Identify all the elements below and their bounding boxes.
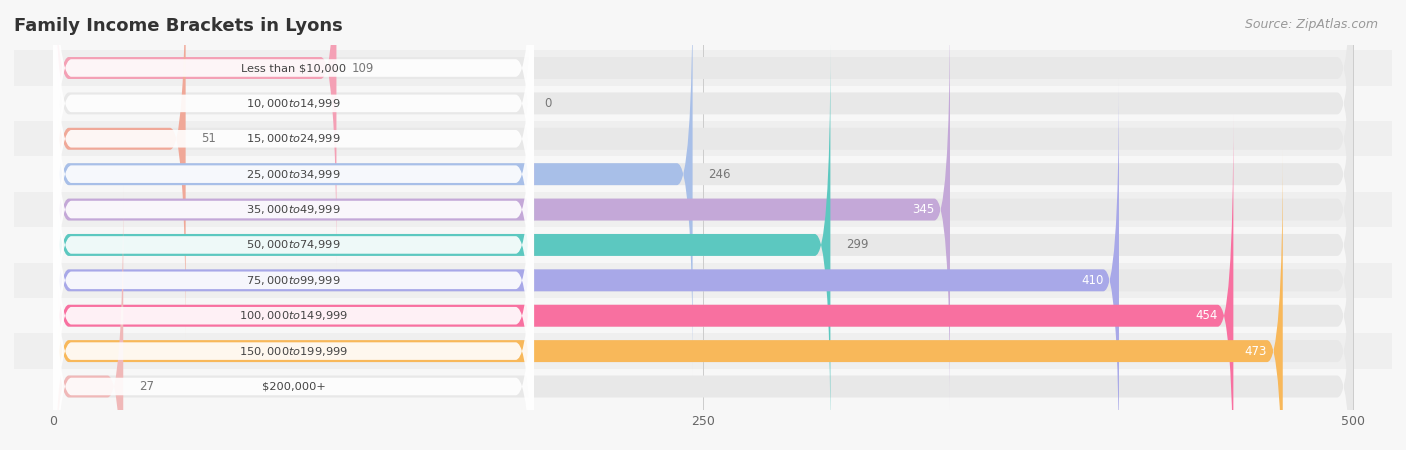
- Text: 109: 109: [352, 62, 374, 75]
- Text: $100,000 to $149,999: $100,000 to $149,999: [239, 309, 349, 322]
- Bar: [14, 157, 1392, 192]
- FancyBboxPatch shape: [53, 0, 534, 449]
- Text: $75,000 to $99,999: $75,000 to $99,999: [246, 274, 340, 287]
- Bar: [14, 192, 1392, 227]
- FancyBboxPatch shape: [53, 0, 1353, 340]
- Text: 27: 27: [139, 380, 153, 393]
- FancyBboxPatch shape: [53, 114, 1233, 450]
- Text: $50,000 to $74,999: $50,000 to $74,999: [246, 238, 340, 252]
- Bar: [14, 86, 1392, 121]
- FancyBboxPatch shape: [53, 150, 1353, 450]
- FancyBboxPatch shape: [53, 8, 950, 411]
- FancyBboxPatch shape: [53, 148, 534, 450]
- Text: 345: 345: [912, 203, 935, 216]
- Text: $200,000+: $200,000+: [262, 382, 325, 392]
- FancyBboxPatch shape: [53, 0, 1353, 270]
- FancyBboxPatch shape: [53, 0, 534, 413]
- Text: 246: 246: [709, 168, 731, 180]
- FancyBboxPatch shape: [53, 0, 534, 378]
- Bar: [14, 369, 1392, 404]
- FancyBboxPatch shape: [53, 114, 1353, 450]
- Text: $35,000 to $49,999: $35,000 to $49,999: [246, 203, 340, 216]
- Text: Less than $10,000: Less than $10,000: [240, 63, 346, 73]
- FancyBboxPatch shape: [53, 77, 534, 450]
- FancyBboxPatch shape: [53, 79, 1119, 450]
- Text: $150,000 to $199,999: $150,000 to $199,999: [239, 345, 349, 358]
- Bar: [14, 263, 1392, 298]
- FancyBboxPatch shape: [53, 185, 1353, 450]
- Bar: [14, 333, 1392, 369]
- FancyBboxPatch shape: [53, 44, 1353, 446]
- Text: Family Income Brackets in Lyons: Family Income Brackets in Lyons: [14, 17, 343, 35]
- FancyBboxPatch shape: [53, 6, 534, 450]
- FancyBboxPatch shape: [53, 8, 1353, 411]
- Text: 0: 0: [544, 97, 551, 110]
- Text: 454: 454: [1195, 309, 1218, 322]
- Bar: [14, 298, 1392, 333]
- FancyBboxPatch shape: [53, 44, 831, 446]
- FancyBboxPatch shape: [53, 112, 534, 450]
- Bar: [14, 227, 1392, 263]
- Bar: [14, 50, 1392, 86]
- Text: $15,000 to $24,999: $15,000 to $24,999: [246, 132, 340, 145]
- FancyBboxPatch shape: [53, 185, 124, 450]
- Text: 473: 473: [1244, 345, 1267, 358]
- Text: 299: 299: [846, 238, 869, 252]
- FancyBboxPatch shape: [53, 150, 1282, 450]
- FancyBboxPatch shape: [53, 0, 693, 376]
- FancyBboxPatch shape: [53, 0, 336, 270]
- Text: 51: 51: [201, 132, 217, 145]
- FancyBboxPatch shape: [53, 0, 534, 307]
- FancyBboxPatch shape: [53, 41, 534, 450]
- Text: Source: ZipAtlas.com: Source: ZipAtlas.com: [1244, 18, 1378, 31]
- Text: $25,000 to $34,999: $25,000 to $34,999: [246, 168, 340, 180]
- FancyBboxPatch shape: [53, 0, 1353, 376]
- FancyBboxPatch shape: [53, 79, 1353, 450]
- Bar: [14, 121, 1392, 157]
- FancyBboxPatch shape: [53, 0, 186, 340]
- FancyBboxPatch shape: [53, 0, 1353, 305]
- FancyBboxPatch shape: [53, 0, 534, 342]
- Text: 410: 410: [1081, 274, 1104, 287]
- Text: $10,000 to $14,999: $10,000 to $14,999: [246, 97, 340, 110]
